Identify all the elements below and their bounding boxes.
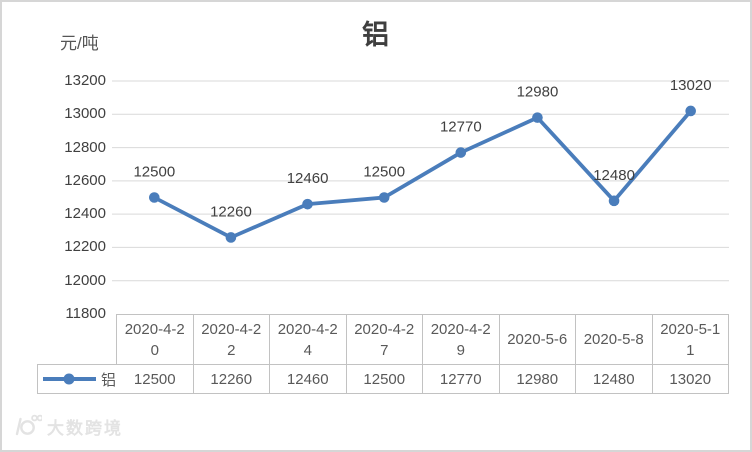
- value-cell: 12460: [270, 365, 347, 393]
- watermark-logo-icon: [15, 414, 42, 436]
- data-point-marker: [302, 198, 313, 210]
- data-point-label: 12460: [287, 170, 329, 187]
- data-point-marker: [225, 232, 237, 243]
- watermark: 大数跨境: [12, 413, 123, 439]
- data-point-marker: [378, 192, 390, 203]
- date-header-cell: 2020-4-27: [347, 315, 423, 364]
- y-axis-tick-label: 12200: [64, 238, 106, 256]
- date-header-cell: 2020-4-22: [194, 315, 270, 364]
- y-axis-tick-label: 12000: [64, 271, 106, 289]
- data-point-label: 12500: [133, 164, 175, 181]
- y-axis-tick-label: 12800: [64, 138, 106, 156]
- date-header-cell: 2020-4-20: [117, 315, 194, 364]
- date-header-cell: 2020-5-11: [660, 320, 721, 359]
- date-header-cell: 2020-5-8: [576, 315, 653, 364]
- data-point-label: 12770: [440, 119, 482, 136]
- value-cell: 12260: [194, 365, 270, 393]
- value-cell: 12770: [423, 365, 500, 393]
- data-point-marker: [532, 112, 543, 123]
- date-header-cell: 2020-4-29: [423, 315, 500, 364]
- data-point-label: 12480: [593, 167, 635, 184]
- data-point-marker: [608, 195, 620, 207]
- y-axis-tick-label: 13000: [64, 105, 106, 123]
- value-cell: 13020: [669, 370, 712, 388]
- y-axis-tick-label: 12600: [64, 171, 106, 189]
- legend-series-label: 铝: [101, 371, 117, 389]
- data-point-label: 13020: [670, 77, 712, 94]
- y-axis-tick-label: 11800: [65, 305, 106, 322]
- data-point-marker: [149, 192, 160, 203]
- value-cell: 12480: [576, 365, 653, 393]
- data-point-label: 12980: [517, 84, 559, 101]
- watermark-text: 大数跨境: [47, 418, 123, 438]
- date-header-cell: 2020-5-6: [500, 315, 576, 364]
- value-cell: 12500: [347, 365, 423, 393]
- data-point-marker: [455, 147, 467, 158]
- value-cell: 12980: [500, 365, 576, 393]
- chart-title: 铝: [362, 20, 390, 50]
- y-axis-tick-label: 13200: [64, 72, 106, 89]
- data-table-header-row: 2020-4-20 2020-4-22 2020-4-24 2020-4-27 2020…: [116, 314, 729, 365]
- series-line: [152, 109, 693, 240]
- legend-cell: 铝: [37, 364, 117, 394]
- date-header-cell: 2020-4-24: [270, 315, 347, 364]
- data-point-marker: [685, 105, 696, 117]
- y-axis-unit-label: 元/吨: [60, 34, 99, 53]
- data-table-value-row: 12500 12260 12460 12500 12770 12980 12480 13020: [116, 364, 729, 394]
- data-point-label: 12260: [210, 203, 252, 220]
- legend-line-marker-icon: [43, 373, 96, 385]
- data-point-label: 12500: [363, 164, 405, 181]
- value-cell: 12500: [117, 365, 194, 393]
- y-axis-tick-label: 12400: [64, 205, 106, 223]
